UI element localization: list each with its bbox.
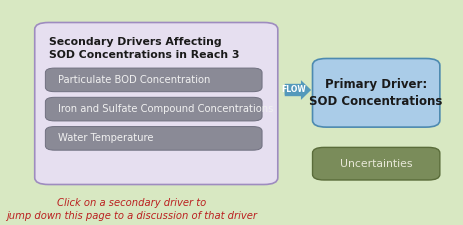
FancyBboxPatch shape <box>35 22 278 184</box>
Text: Click on a secondary driver to
jump down this page to a discussion of that drive: Click on a secondary driver to jump down… <box>6 198 257 221</box>
Text: Uncertainties: Uncertainties <box>340 159 412 169</box>
Text: FLOW: FLOW <box>281 86 306 94</box>
Text: Iron and Sulfate Compound Concentrations: Iron and Sulfate Compound Concentrations <box>58 104 274 114</box>
Text: Particulate BOD Concentration: Particulate BOD Concentration <box>58 75 211 85</box>
FancyBboxPatch shape <box>45 126 262 150</box>
FancyBboxPatch shape <box>45 97 262 121</box>
FancyBboxPatch shape <box>285 84 304 96</box>
FancyBboxPatch shape <box>45 68 262 92</box>
Text: Secondary Drivers Affecting
SOD Concentrations in Reach 3: Secondary Drivers Affecting SOD Concentr… <box>49 37 239 60</box>
FancyArrowPatch shape <box>288 86 308 94</box>
Text: Primary Driver:
SOD Concentrations: Primary Driver: SOD Concentrations <box>309 78 443 108</box>
Text: Water Temperature: Water Temperature <box>58 133 154 143</box>
FancyBboxPatch shape <box>313 58 440 127</box>
FancyBboxPatch shape <box>313 147 440 180</box>
FancyArrow shape <box>285 80 311 100</box>
